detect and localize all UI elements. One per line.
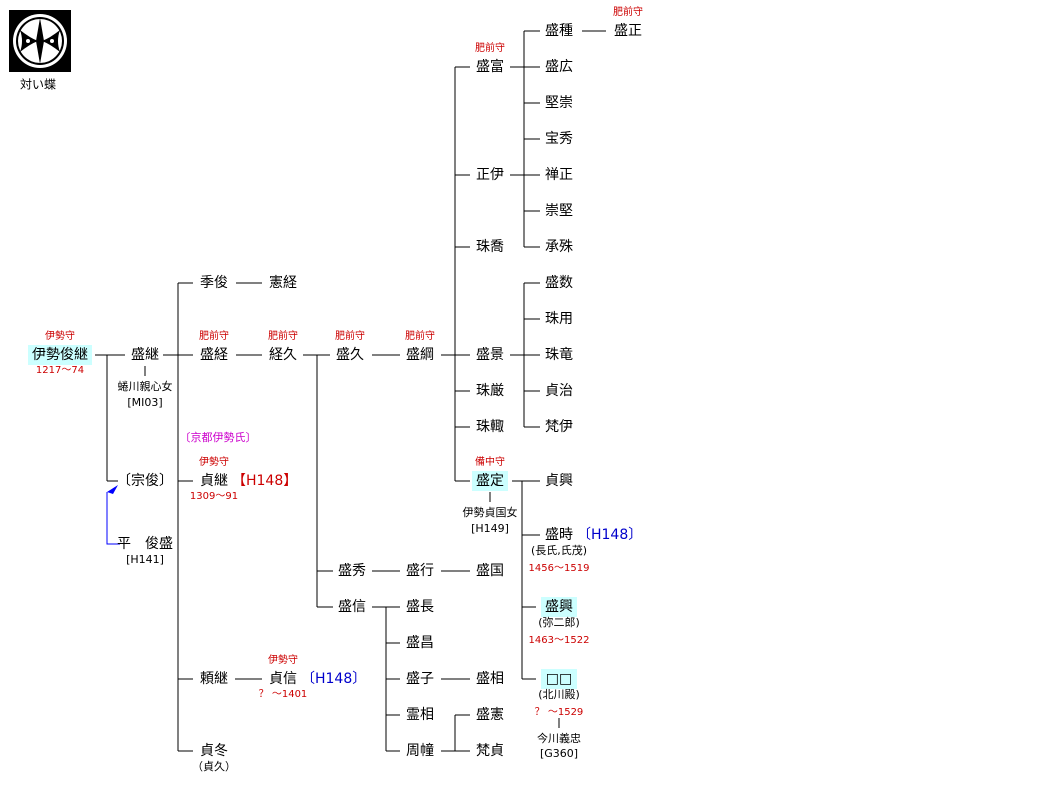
person-name: 盛広 (545, 59, 573, 75)
dates: ？ 〜1529 (535, 707, 584, 718)
crest-label: 対い蝶 (20, 77, 56, 92)
group-label: 〔京都伊勢氏〕 (180, 430, 257, 444)
highlight (472, 471, 508, 491)
dates: ？ 〜1401 (259, 689, 308, 700)
note: (弥二郎) (538, 615, 580, 629)
person-name: 盛国 (476, 563, 504, 579)
person-name: 盛種 (545, 23, 573, 39)
person-name: 平 俊盛 (117, 536, 173, 552)
person-name: 梵伊 (545, 419, 573, 435)
person-name: 経久 (269, 347, 297, 363)
person-name: 盛正 (614, 23, 642, 39)
office-title: 伊勢守 (199, 455, 229, 468)
person-name: 盛憲 (476, 706, 504, 723)
person-name: 盛時 (545, 527, 573, 543)
person-name: 珠厳 (476, 383, 504, 399)
person-name: 承殊 (545, 239, 573, 255)
person-name: 貞信 (269, 671, 297, 687)
person-name: 盛経 (200, 347, 228, 363)
person-name: 珠喬 (476, 239, 504, 255)
person-name: 貞冬 (200, 743, 228, 759)
person-name: 珠竜 (545, 346, 573, 363)
person-name: 盛景 (476, 347, 504, 363)
note: （貞久） (192, 760, 236, 773)
dates: 1463〜1522 (529, 635, 590, 646)
person-name: 盛久 (336, 347, 364, 363)
note: (長氏,氏茂) (531, 543, 587, 557)
crest (9, 10, 71, 72)
person-name: 盛秀 (338, 563, 366, 579)
person-name: 宝秀 (545, 131, 573, 147)
person-name: 貞治 (545, 383, 573, 399)
person-name: 盛昌 (406, 635, 434, 651)
person-name: 頼継 (200, 671, 228, 687)
person-name: 珠輙 (476, 419, 504, 435)
office-title: 備中守 (475, 455, 505, 468)
reference: 【H148】 (232, 473, 297, 489)
office-title: 肥前守 (199, 329, 229, 342)
person-name: 珠用 (545, 311, 573, 327)
office-title: 肥前守 (613, 5, 643, 18)
person-name: 盛綱 (406, 347, 434, 363)
person-name: 正伊 (476, 167, 504, 183)
reference: 〔H148〕 (301, 671, 366, 687)
adoption-arrow (106, 485, 120, 545)
office-title: 肥前守 (405, 329, 435, 342)
person-name: 盛富 (476, 58, 504, 75)
person-name: 季俊 (200, 275, 228, 291)
note: [H149] (471, 522, 509, 535)
note: 今川義忠 (537, 731, 581, 745)
connectors (95, 30, 606, 752)
person-name: 盛相 (476, 671, 504, 687)
office-title: 肥前守 (475, 41, 505, 54)
person-name: 貞継 (200, 473, 228, 489)
person-name: 盛数 (545, 275, 573, 291)
highlight (28, 345, 92, 365)
office-title: 肥前守 (268, 329, 298, 342)
person-name: 禅正 (545, 167, 573, 183)
person-name: 盛興 (545, 599, 573, 615)
person-name: 盛信 (338, 599, 366, 615)
note: [G360] (540, 747, 578, 760)
person-name: 〔宗俊〕 (117, 473, 173, 489)
note: [H141] (126, 553, 164, 566)
dates: 1456〜1519 (529, 563, 590, 574)
dates: 1309〜91 (190, 491, 238, 502)
person-name: 梵貞 (476, 743, 504, 759)
person-name: 盛定 (476, 473, 504, 489)
person-name: 盛長 (406, 599, 434, 615)
person-name: □□ (546, 671, 572, 687)
highlight (541, 669, 577, 689)
person-name: 霊相 (406, 707, 434, 723)
note: (北川殿) (538, 688, 580, 701)
person-name: 伊勢俊継 (32, 347, 88, 363)
office-title: 肥前守 (335, 329, 365, 342)
person-name: 盛子 (406, 671, 434, 687)
reference: 〔H148〕 (577, 527, 642, 543)
person-name: 周幢 (406, 742, 434, 759)
person-name: 崇堅 (545, 203, 573, 219)
note: 伊勢貞国女 (463, 505, 518, 519)
person-name: 堅崇 (545, 95, 573, 111)
dates: 1217〜74 (36, 365, 84, 376)
office-title: 伊勢守 (45, 329, 75, 342)
note: 蜷川親心女 (118, 379, 173, 393)
office-title: 伊勢守 (268, 653, 298, 666)
highlight (541, 597, 577, 617)
person-name: 盛継 (131, 347, 159, 363)
person-name: 貞興 (545, 473, 573, 489)
note: [MI03] (127, 396, 162, 409)
person-name: 盛行 (406, 563, 434, 579)
person-name: 憲経 (269, 274, 297, 291)
